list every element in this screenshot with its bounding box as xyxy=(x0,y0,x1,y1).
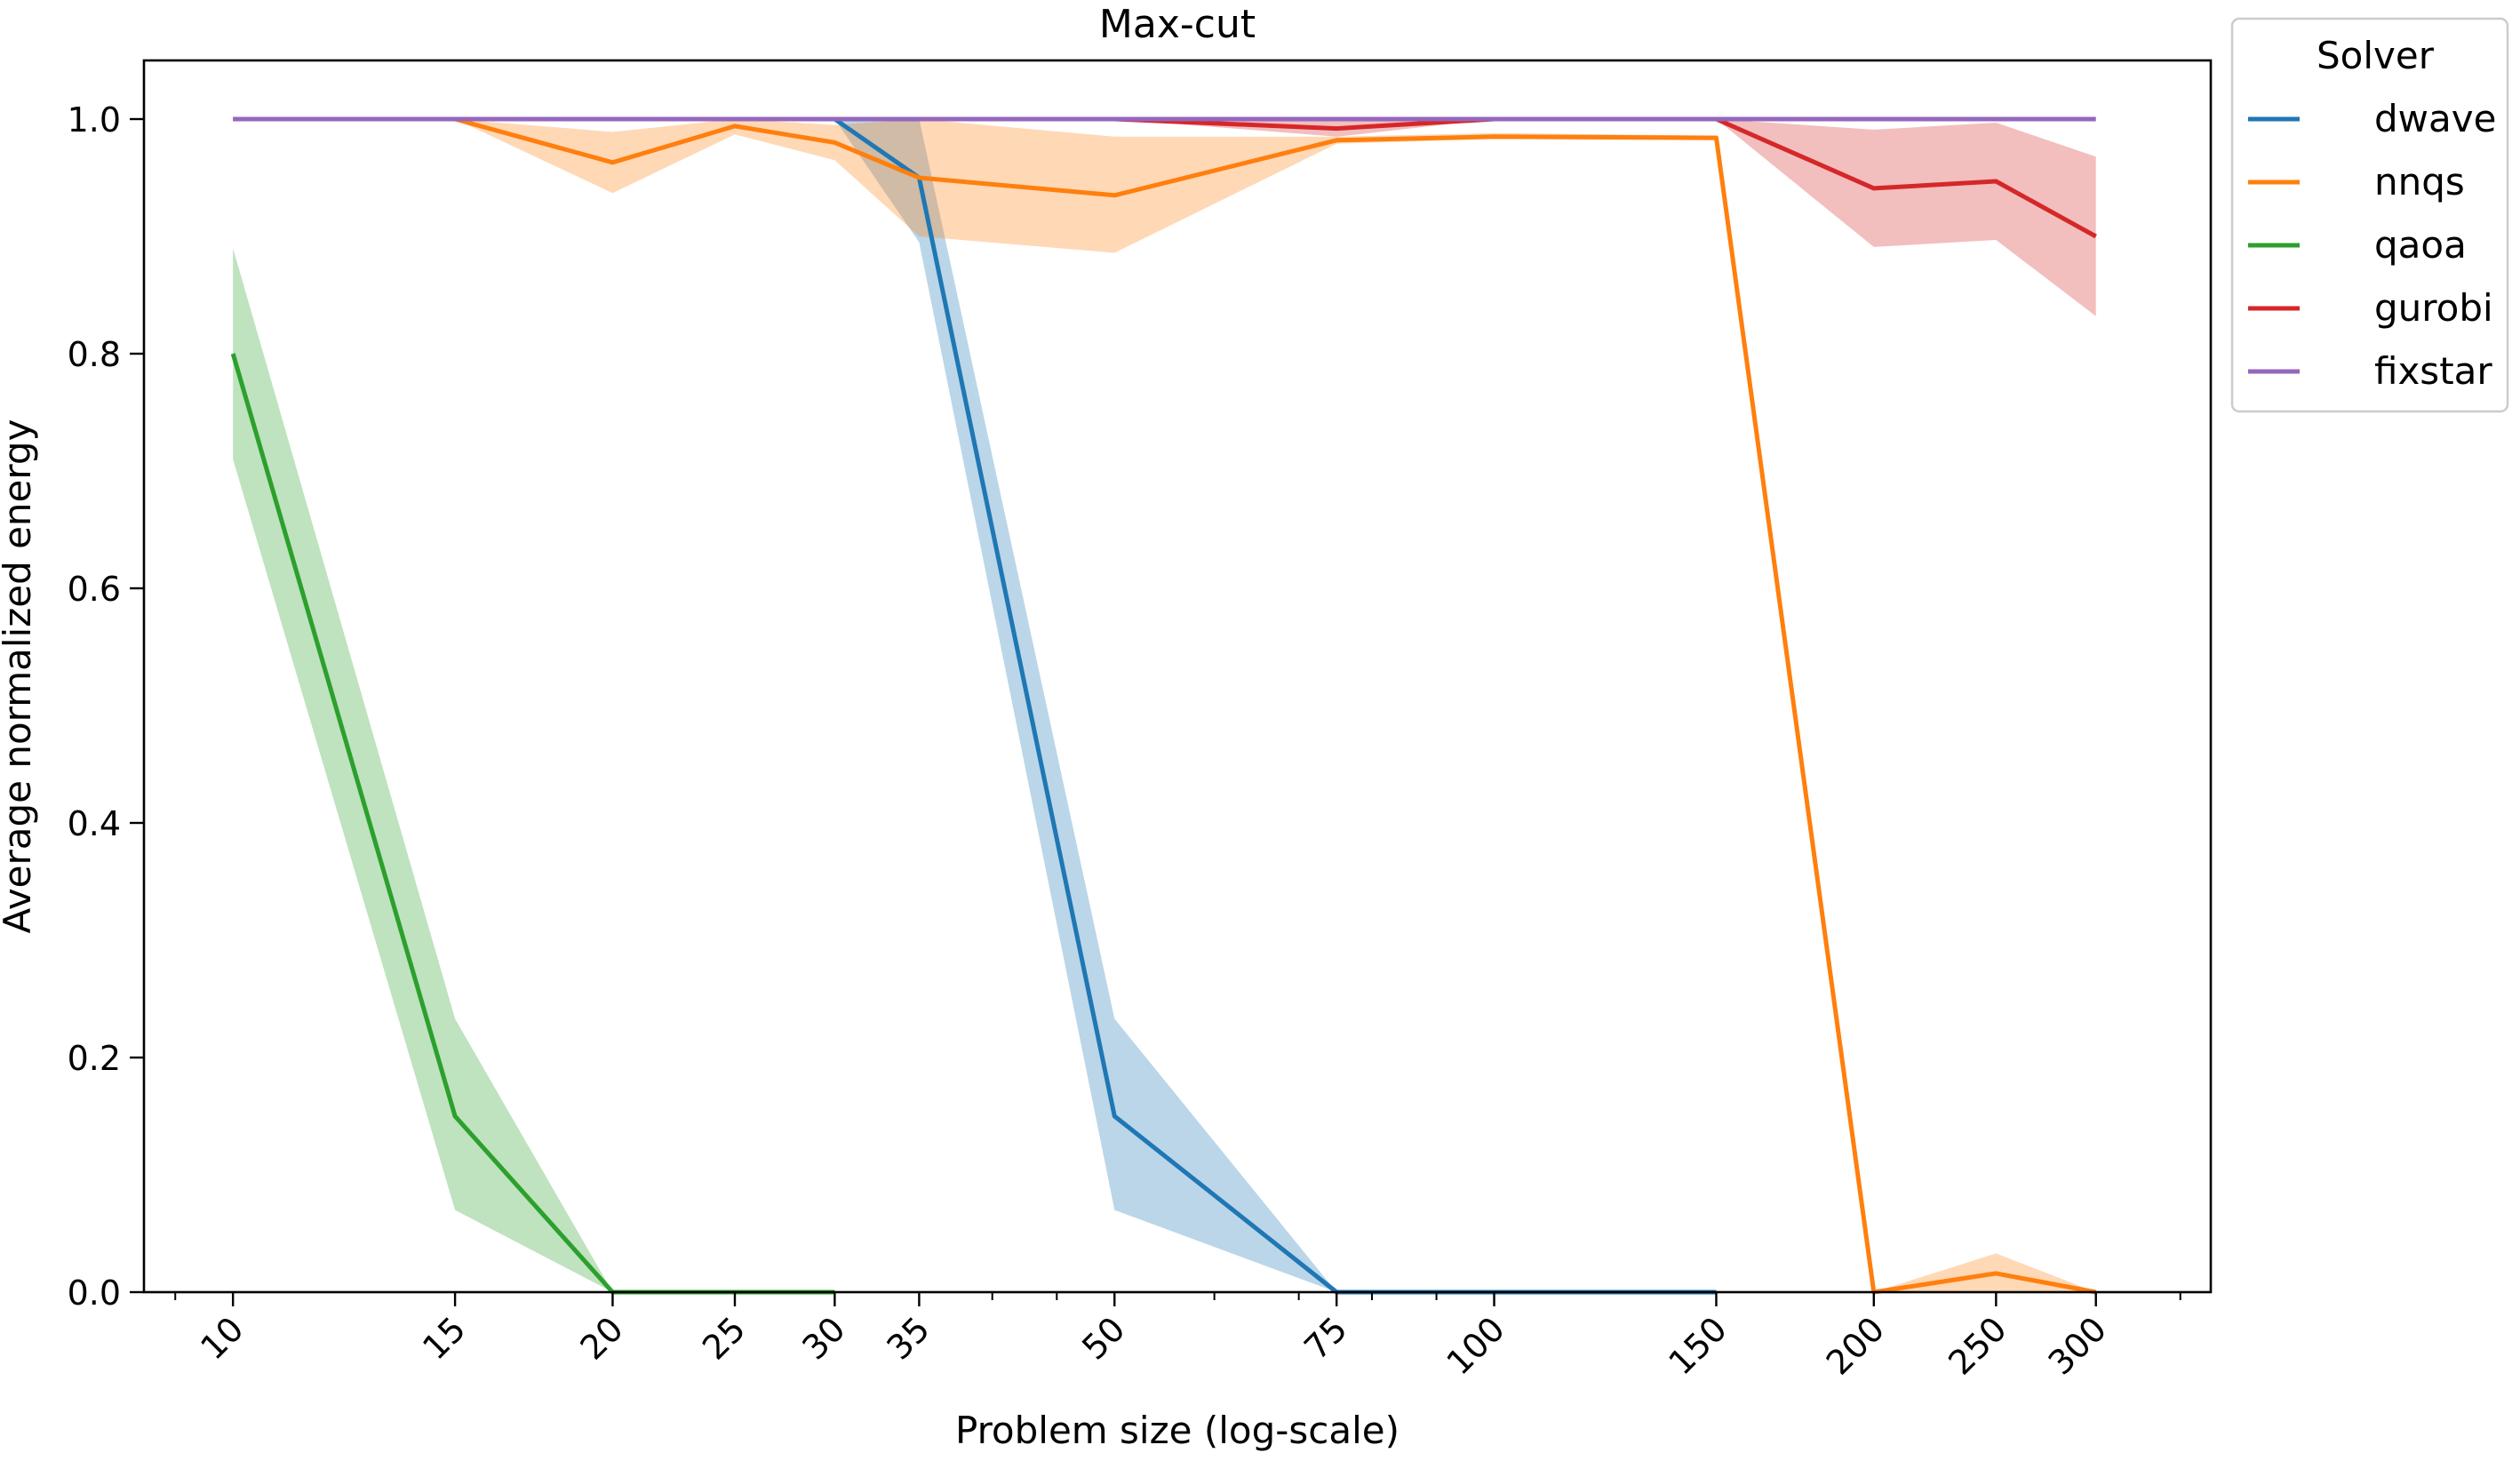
x-tick-label: 75 xyxy=(1296,1309,1354,1367)
x-tick-label: 20 xyxy=(573,1309,631,1367)
x-tick-label: 150 xyxy=(1661,1309,1734,1382)
x-axis-label: Problem size (log-scale) xyxy=(955,1409,1400,1452)
legend-title: Solver xyxy=(2317,34,2435,77)
legend-entries: dwave nnqs qaoa gurobi fixstar xyxy=(2248,97,2496,393)
legend-label-qaoa: qaoa xyxy=(2374,223,2467,267)
chart-title: Max-cut xyxy=(1099,2,1256,47)
y-tick-label: 0.6 xyxy=(68,570,121,609)
y-tick-label: 1.0 xyxy=(68,100,121,140)
legend-box xyxy=(2230,17,2509,413)
legend-label-fixstar: fixstar xyxy=(2374,349,2492,393)
x-tick-label: 300 xyxy=(2041,1309,2114,1382)
x-tick-label: 35 xyxy=(879,1309,937,1367)
x-tick-label: 10 xyxy=(193,1309,251,1367)
y-tick-label: 0.2 xyxy=(68,1039,121,1078)
legend-label-nnqs: nnqs xyxy=(2374,160,2465,204)
x-tick-label: 15 xyxy=(415,1309,473,1367)
y-axis-label: Average normalized energy xyxy=(0,419,39,934)
legend: Solver dwave nnqs qaoa gurobi fixstar xyxy=(2230,17,2509,413)
x-tick-label: 100 xyxy=(1439,1309,1511,1382)
line-dwave xyxy=(833,116,1717,1295)
legend-label-dwave: dwave xyxy=(2374,97,2496,140)
x-tick-label: 250 xyxy=(1941,1309,2014,1382)
legend-label-gurobi: gurobi xyxy=(2374,286,2493,330)
plot-frame xyxy=(142,59,2213,1294)
x-tick-label: 30 xyxy=(794,1309,852,1367)
band-qaoa xyxy=(233,248,835,1293)
x-tick-label: 50 xyxy=(1074,1309,1132,1367)
band-gurobi xyxy=(735,119,2096,316)
line-qaoa xyxy=(230,353,835,1295)
x-axis: 10 15 20 25 30 35 50 75 100 150 200 250 300 xyxy=(174,1292,2181,1383)
y-tick-label: 0.8 xyxy=(68,335,121,374)
y-axis: 0.0 0.2 0.4 0.6 0.8 1.0 xyxy=(68,100,144,1313)
y-tick-label: 0.4 xyxy=(68,804,121,843)
x-tick-label: 200 xyxy=(1819,1309,1892,1382)
band-dwave xyxy=(834,119,1717,1292)
x-tick-label: 25 xyxy=(695,1309,753,1367)
confidence-bands xyxy=(233,119,2096,1293)
y-tick-label: 0.0 xyxy=(68,1273,121,1313)
